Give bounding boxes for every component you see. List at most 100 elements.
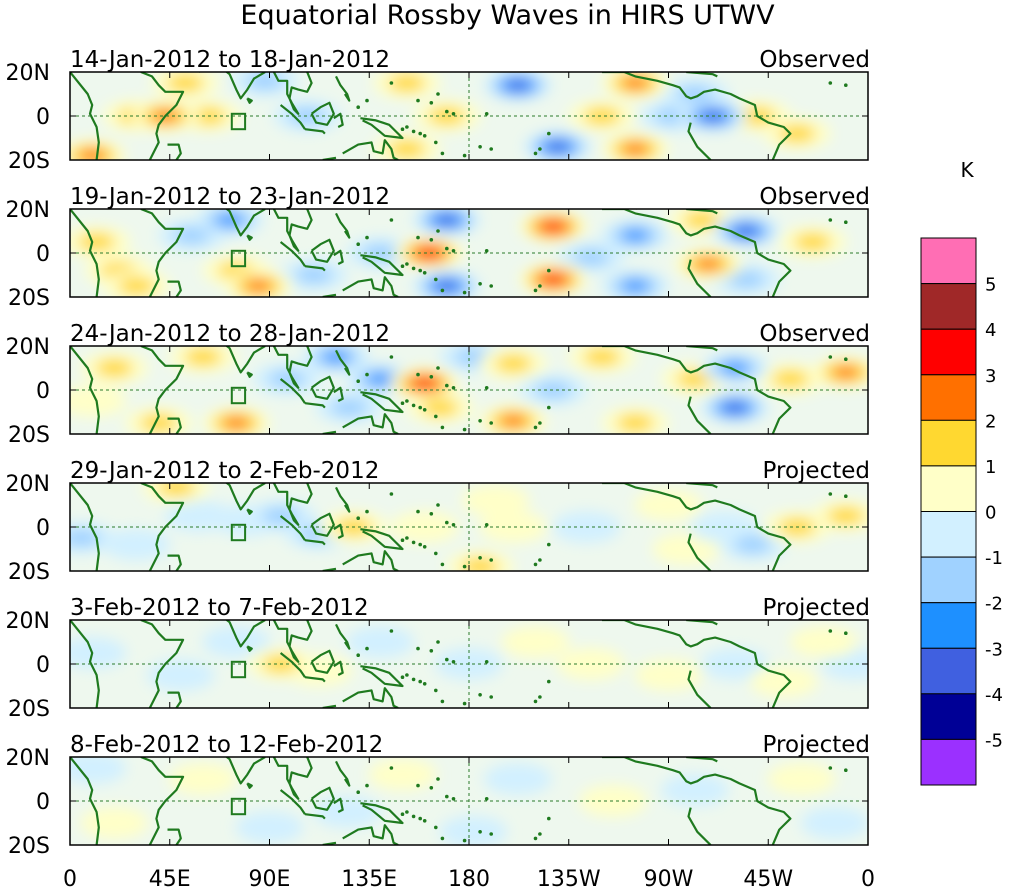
- anomaly-contour: [622, 77, 649, 89]
- colorbar-label: 0: [985, 503, 996, 524]
- anomaly-contour: [548, 142, 568, 152]
- anomaly-contour: [543, 222, 563, 232]
- lon-tick-label: 0: [861, 867, 875, 890]
- anomaly-contour: [701, 648, 769, 680]
- panel-date-range: 19-Jan-2012 to 23-Jan-2012: [70, 184, 390, 210]
- panel-status: Projected: [763, 732, 870, 758]
- anomaly-contour: [461, 557, 499, 571]
- lat-tick-label: 0: [36, 105, 50, 130]
- anomaly-contour: [789, 626, 858, 658]
- anomaly-contour: [767, 763, 836, 795]
- colorbar-swatch: [920, 328, 977, 376]
- lon-tick-label: 90E: [249, 867, 291, 890]
- anomaly-contour: [727, 270, 765, 289]
- anomaly-contour: [102, 528, 171, 561]
- lat-tick-label: 0: [36, 516, 50, 541]
- region-box: [230, 660, 247, 679]
- anomaly-contour: [583, 348, 621, 366]
- colorbar-swatch: [920, 283, 977, 330]
- anomaly-contour: [323, 351, 349, 363]
- anomaly-contour: [388, 74, 426, 92]
- anomaly-contour: [461, 484, 530, 517]
- anomaly-contour: [188, 107, 226, 125]
- region-box: [230, 523, 247, 542]
- coastlines: [70, 346, 848, 434]
- anomaly-contour: [80, 807, 149, 839]
- colorbar-swatch: [920, 602, 977, 649]
- region-box: [230, 386, 247, 405]
- anomaly-contour: [622, 280, 649, 292]
- anomaly-contour: [437, 281, 457, 291]
- anomaly-contour: [70, 385, 127, 417]
- anomaly-contour: [572, 248, 610, 267]
- map-panel: 20N 0 20S 19-Jan-2012 to 23-Jan-2012 Observe…: [6, 184, 870, 311]
- region-box: [230, 112, 247, 131]
- anomaly-contour: [428, 107, 466, 125]
- anomaly-contour: [833, 366, 859, 379]
- lat-tick-label: 20N: [6, 609, 50, 634]
- panel-status: Observed: [759, 321, 870, 347]
- anomaly-contour: [695, 258, 722, 270]
- anomaly-contour: [157, 483, 195, 497]
- colorbar-swatch: [920, 511, 977, 558]
- lat-tick-label: 20S: [8, 697, 50, 722]
- map-panel: 20N 0 20S 14-Jan-2012 to 18-Jan-2012 Observe…: [6, 47, 870, 174]
- anomaly-contour: [827, 507, 865, 525]
- anomaly-contour: [616, 414, 654, 432]
- anomaly-contour: [800, 807, 868, 839]
- anomaly-contour: [169, 763, 237, 795]
- colorbar-label: -1: [985, 548, 1003, 569]
- colorbar-swatch: [920, 374, 977, 421]
- anomaly-contour: [634, 659, 703, 691]
- coastlines: [70, 483, 848, 571]
- panel-date-range: 24-Jan-2012 to 28-Jan-2012: [70, 321, 390, 347]
- anomaly-contour: [501, 626, 570, 658]
- anomaly-contour: [70, 757, 127, 784]
- lat-tick-label: 0: [36, 379, 50, 404]
- anomaly-contour: [118, 277, 155, 295]
- anomaly-contour: [184, 348, 222, 366]
- anomaly-contour: [245, 280, 272, 292]
- anomaly-contour: [202, 626, 271, 658]
- colorbar-swatch: [920, 647, 977, 695]
- anomaly-contour: [388, 140, 426, 158]
- colorbar-label: 5: [985, 275, 996, 296]
- lat-tick-label: 20S: [8, 423, 50, 448]
- anomaly-contour: [634, 489, 703, 521]
- panel-date-range: 29-Jan-2012 to 2-Feb-2012: [70, 458, 379, 484]
- lat-tick-label: 20S: [8, 560, 50, 585]
- lat-tick-label: 0: [36, 790, 50, 815]
- anomaly-contour: [479, 511, 548, 543]
- anomaly-contour: [95, 359, 133, 377]
- colorbar-swatch: [920, 556, 977, 604]
- map-panel: 20N 0 20S 3-Feb-2012 to 7-Feb-2012 Projected: [6, 595, 870, 722]
- lon-tick-label: 135W: [537, 867, 601, 890]
- panel-status: Projected: [763, 458, 870, 484]
- anomaly-contour: [736, 226, 756, 236]
- anomaly-contour: [494, 354, 532, 373]
- colorbar-swatch: [920, 738, 977, 786]
- anomaly-contour: [652, 533, 721, 565]
- anomaly-contour: [556, 648, 625, 680]
- anomaly-contour: [622, 143, 649, 155]
- anomaly-contour: [216, 214, 243, 226]
- coastlines: [70, 72, 848, 160]
- anomaly-contour: [676, 85, 714, 103]
- anomaly-contour: [778, 124, 816, 143]
- anomaly-contour: [419, 248, 439, 258]
- anomaly-contour: [330, 398, 368, 417]
- anomaly-contour: [579, 785, 648, 817]
- anomaly-contour: [166, 74, 204, 92]
- map-panel: 20N 0 20S 24-Jan-2012 to 28-Jan-2012 Observe…: [6, 321, 870, 448]
- anomaly-contour: [722, 362, 748, 374]
- anomaly-contour: [749, 665, 818, 698]
- colorbar-swatch: [920, 465, 977, 512]
- lon-tick-label: 90W: [644, 867, 694, 890]
- anomaly-contour: [500, 414, 527, 427]
- anomaly-contour: [235, 811, 304, 844]
- anomaly-contour: [683, 211, 721, 229]
- colorbar-label: 3: [985, 366, 996, 387]
- anomaly-contour: [295, 266, 333, 284]
- panel-date-range: 14-Jan-2012 to 18-Jan-2012: [70, 47, 390, 73]
